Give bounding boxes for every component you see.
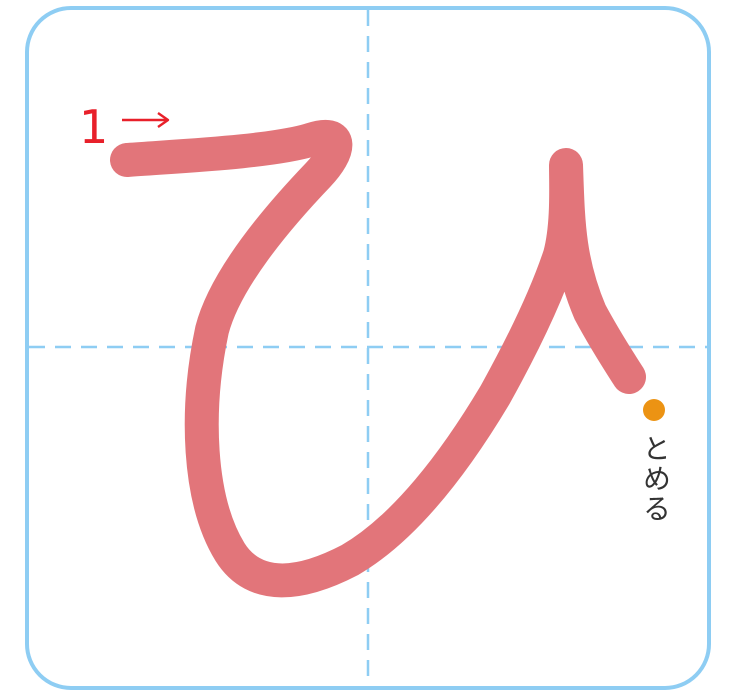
stroke-order-number: 1 xyxy=(79,100,109,154)
hiragana-hi-stroke xyxy=(110,119,646,598)
right-arrow-icon xyxy=(122,112,170,128)
card-frame xyxy=(25,6,711,690)
stop-point-dot xyxy=(643,399,665,421)
stop-instruction-label: とめる xyxy=(639,434,672,524)
